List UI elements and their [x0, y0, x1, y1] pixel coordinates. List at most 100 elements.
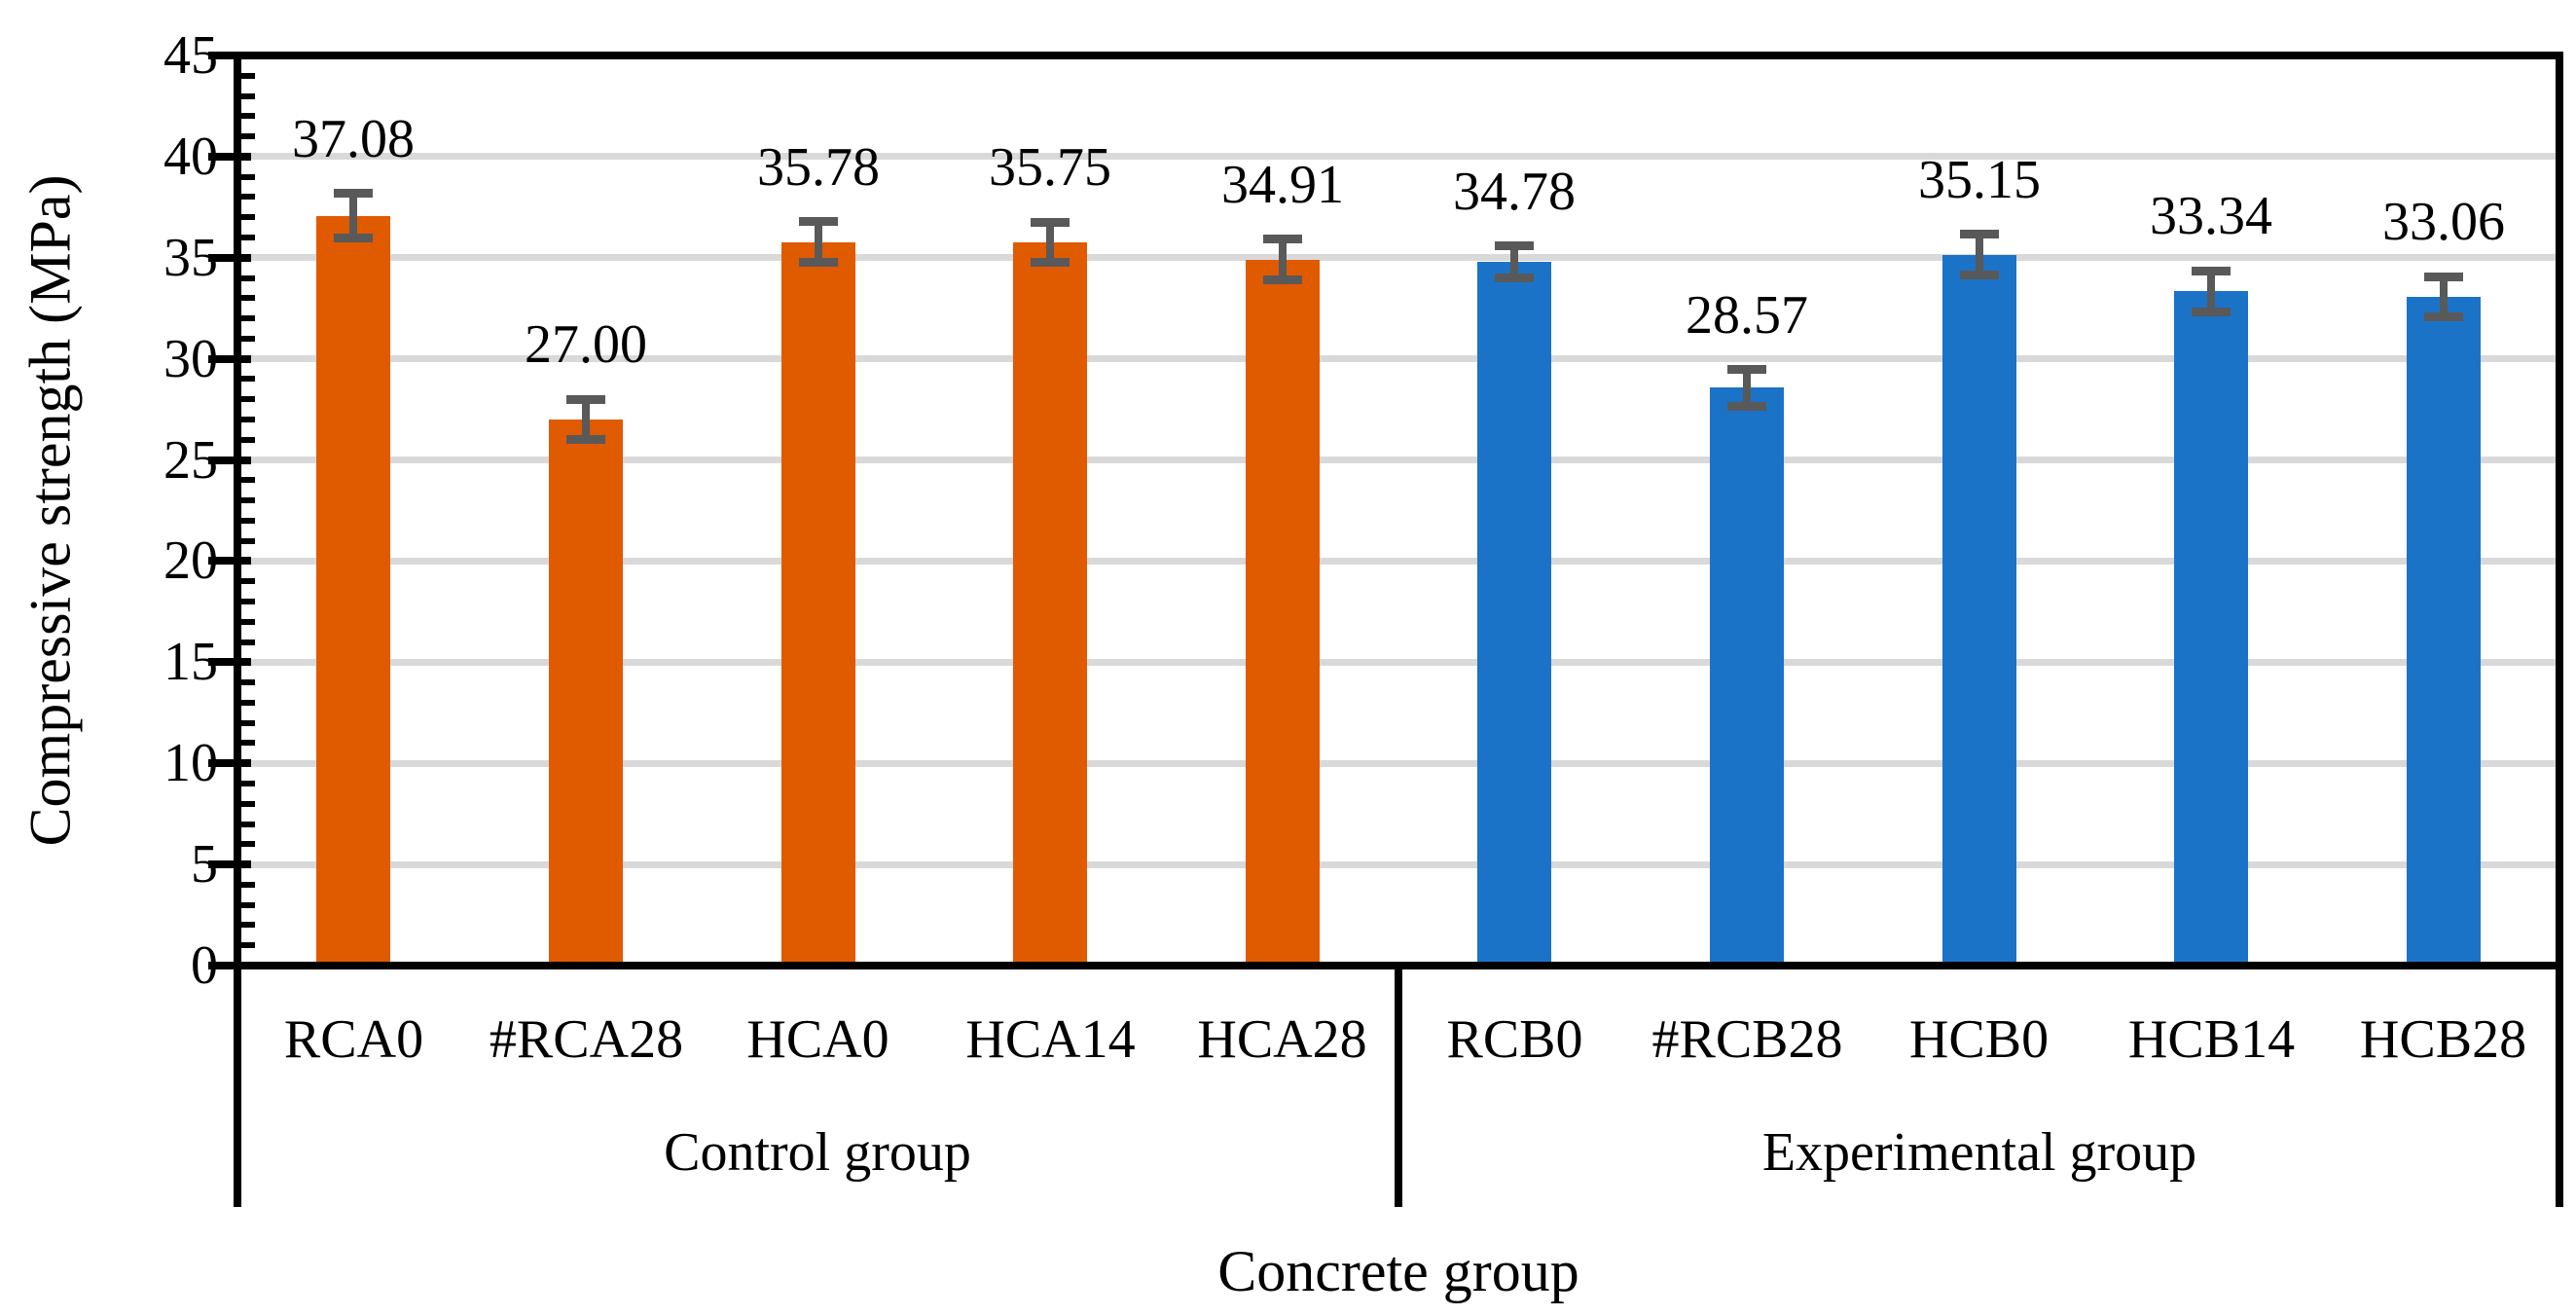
- y-axis-minor-tick: [241, 538, 255, 544]
- error-bar-cap-top: [1495, 241, 1534, 250]
- error-bar-line: [1510, 246, 1518, 278]
- bar: [2174, 291, 2248, 966]
- error-bar-cap-bottom: [1727, 402, 1766, 411]
- gridline: [241, 861, 2556, 868]
- y-axis-major-tick: [208, 355, 251, 363]
- bar-value-label: 28.57: [1686, 285, 1808, 346]
- y-axis-minor-tick: [241, 518, 255, 524]
- y-axis-minor-tick: [241, 922, 255, 928]
- y-axis-minor-tick: [241, 214, 255, 220]
- category-label: HCA14: [965, 1009, 1136, 1070]
- y-axis-minor-tick: [241, 235, 255, 240]
- y-axis-major-tick: [208, 254, 251, 262]
- group-separator: [1395, 969, 1402, 1207]
- y-axis-minor-tick: [241, 93, 255, 99]
- y-axis-minor-tick: [241, 720, 255, 726]
- y-axis-minor-tick: [241, 882, 255, 888]
- bar-value-label: 35.15: [1918, 150, 2041, 210]
- category-label: RCA0: [283, 1009, 424, 1070]
- y-axis-minor-tick: [241, 497, 255, 503]
- category-label: HCB14: [2127, 1009, 2296, 1070]
- y-axis-minor-tick: [241, 73, 255, 79]
- error-bar-cap-bottom: [1031, 258, 1070, 267]
- error-bar-cap-top: [2192, 267, 2231, 275]
- y-axis-minor-tick: [241, 437, 255, 443]
- error-bar-cap-top: [1960, 230, 1999, 238]
- bar: [1246, 260, 1320, 966]
- y-axis-minor-tick: [241, 376, 255, 382]
- error-bar-line: [582, 399, 590, 440]
- y-axis-minor-tick: [241, 336, 255, 342]
- error-bar-cap-bottom: [2192, 308, 2231, 316]
- bar-value-label: 34.91: [1221, 155, 1344, 215]
- error-bar-cap-bottom: [2424, 312, 2463, 321]
- y-axis-minor-tick: [241, 700, 255, 706]
- y-axis-title-text: Compressive strength (MPa): [18, 174, 83, 847]
- bar: [1013, 242, 1087, 966]
- y-axis-minor-tick: [241, 801, 255, 807]
- category-label: RCB0: [1446, 1009, 1583, 1070]
- error-bar-cap-top: [334, 189, 373, 198]
- error-bar-cap-bottom: [1960, 271, 1999, 279]
- bar-value-label: 33.06: [2382, 192, 2505, 252]
- y-axis-major-tick: [208, 153, 251, 161]
- bar: [316, 216, 390, 966]
- gridline: [241, 558, 2556, 565]
- category-label: HCB28: [2359, 1009, 2527, 1070]
- error-bar-cap-bottom: [1495, 274, 1534, 282]
- error-bar-cap-top: [1031, 218, 1070, 227]
- y-axis-minor-tick: [241, 174, 255, 180]
- category-label: #RCB28: [1651, 1009, 1843, 1070]
- error-bar-line: [2207, 271, 2215, 311]
- category-label: HCA28: [1197, 1009, 1367, 1070]
- gridline: [241, 457, 2556, 463]
- y-axis-major-tick: [208, 52, 251, 59]
- bar: [781, 242, 855, 966]
- bar: [1942, 255, 2016, 966]
- gridline: [241, 355, 2556, 362]
- category-label: HCA0: [746, 1009, 889, 1070]
- bar-value-label: 33.34: [2150, 186, 2272, 246]
- gridline: [241, 659, 2556, 666]
- y-axis-major-tick: [208, 457, 251, 464]
- gridline: [241, 760, 2556, 767]
- error-bar-cap-top: [566, 395, 605, 404]
- bar-value-label: 34.78: [1453, 162, 1576, 222]
- error-bar-line: [2440, 276, 2448, 317]
- error-bar-line: [1279, 239, 1287, 280]
- category-label: HCB0: [1908, 1009, 2050, 1070]
- error-bar-cap-bottom: [334, 234, 373, 242]
- y-axis-minor-tick: [241, 781, 255, 786]
- y-axis-minor-tick: [241, 133, 255, 139]
- group-separator: [2556, 969, 2563, 1207]
- bar: [1710, 387, 1784, 966]
- error-bar-line: [1743, 370, 1751, 406]
- error-bar-cap-top: [1263, 235, 1302, 243]
- error-bar-cap-bottom: [566, 435, 605, 444]
- y-axis-minor-tick: [241, 578, 255, 584]
- y-axis-major-tick: [208, 962, 251, 969]
- y-axis-minor-tick: [241, 619, 255, 625]
- y-axis-major-tick: [208, 658, 251, 666]
- y-axis-minor-tick: [241, 942, 255, 948]
- error-bar-cap-top: [1727, 365, 1766, 374]
- group-separator: [234, 969, 241, 1207]
- y-axis-minor-tick: [241, 417, 255, 422]
- group-label-control: Control group: [664, 1122, 971, 1183]
- error-bar-line: [815, 222, 822, 263]
- y-axis-minor-tick: [241, 194, 255, 200]
- error-bar-cap-top: [2424, 273, 2463, 281]
- error-bar-cap-bottom: [799, 258, 838, 267]
- error-bar-line: [1046, 222, 1054, 263]
- bar-value-label: 35.75: [989, 137, 1111, 198]
- x-axis-title: Concrete group: [1217, 1239, 1579, 1303]
- gridline: [241, 254, 2556, 261]
- y-axis-minor-tick: [241, 740, 255, 746]
- y-axis-minor-tick: [241, 295, 255, 301]
